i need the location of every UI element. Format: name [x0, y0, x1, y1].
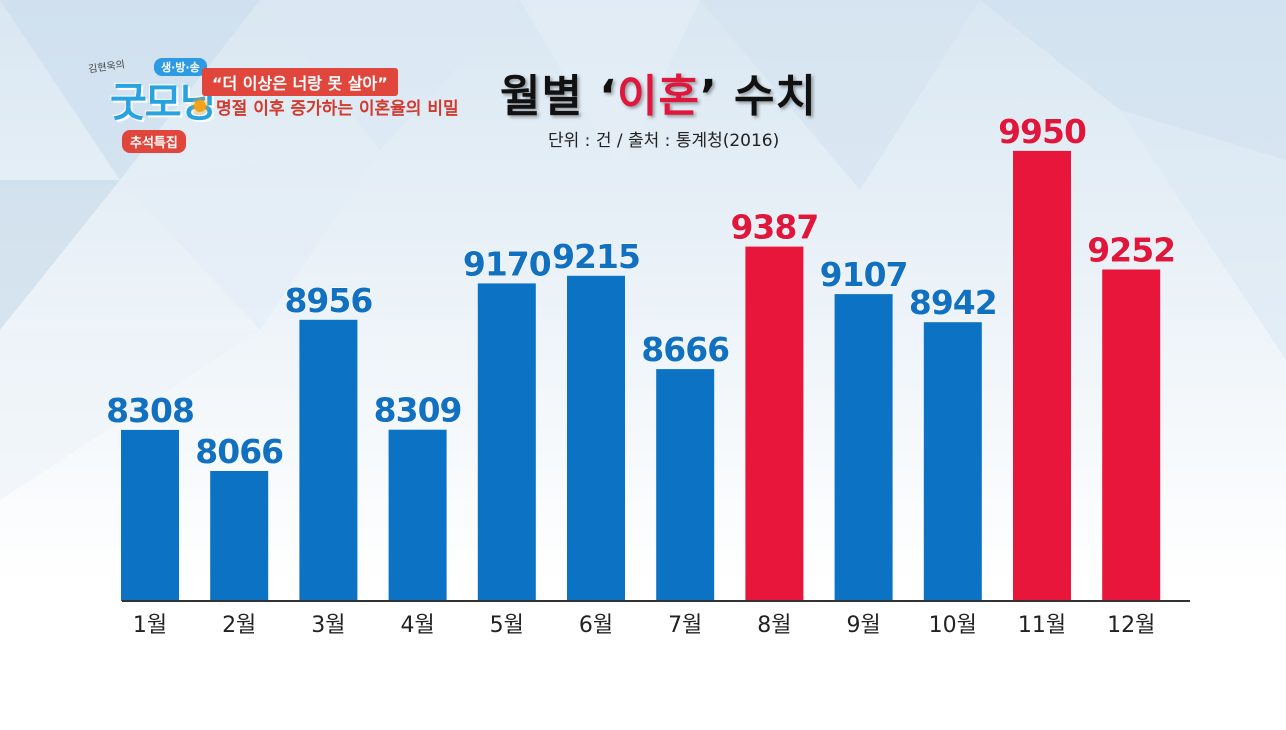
- category-label-2월: 2월: [222, 613, 256, 638]
- subtitle-line: 명절 이후 증가하는 이혼율의 비밀: [216, 99, 459, 119]
- show-logo: 김현욱의 생·방·송 굿모닝 추석특집 “더 이상은 너랑 못 살아” 명절 이…: [82, 56, 502, 156]
- sun-icon: [194, 100, 206, 112]
- category-label-10월: 10월: [929, 613, 977, 638]
- category-label-3월: 3월: [311, 613, 345, 638]
- bar-3월: [299, 319, 358, 601]
- live-badge: 생·방·송: [154, 58, 207, 76]
- title-close-quote: ’: [699, 71, 718, 122]
- category-label-5월: 5월: [490, 613, 524, 638]
- value-label-4월: 8309: [374, 391, 462, 430]
- bar-9월: [834, 294, 893, 601]
- value-label-11월: 9950: [998, 112, 1086, 151]
- bar-1월: [121, 429, 179, 601]
- bar-6월: [567, 275, 625, 601]
- bar-4월: [388, 429, 447, 601]
- bar-7월: [656, 369, 715, 601]
- value-label-8월: 9387: [730, 208, 818, 247]
- source-note: 단위 : 건 / 출처 : 통계청(2016): [548, 131, 780, 151]
- title-pre: 월별: [500, 71, 600, 122]
- title-highlight: 이혼: [617, 71, 700, 122]
- category-label-7월: 7월: [668, 613, 702, 638]
- category-label-1월: 1월: [133, 613, 167, 638]
- category-label-8월: 8월: [757, 613, 791, 638]
- category-label-9월: 9월: [846, 613, 880, 638]
- category-label-6월: 6월: [579, 613, 613, 638]
- value-label-2월: 8066: [195, 432, 283, 471]
- special-tag: 추석특집: [122, 130, 186, 153]
- bar-2월: [210, 471, 269, 601]
- category-label-11월: 11월: [1018, 613, 1066, 638]
- bar-12월: [1102, 269, 1161, 601]
- category-label-4월: 4월: [400, 613, 434, 638]
- title-post: 수치: [717, 71, 817, 122]
- value-label-6월: 9215: [552, 237, 640, 276]
- value-label-7월: 8666: [641, 330, 729, 369]
- value-label-10월: 8942: [909, 283, 997, 322]
- value-label-3월: 8956: [284, 281, 372, 320]
- category-label-12월: 12월: [1107, 613, 1155, 638]
- bar-11월: [1013, 150, 1071, 601]
- value-label-1월: 8308: [106, 391, 194, 430]
- title-open-quote: ‘: [599, 71, 617, 122]
- value-label-5월: 9170: [463, 244, 551, 283]
- bar-10월: [923, 322, 982, 601]
- bar-5월: [477, 283, 536, 601]
- value-label-12월: 9252: [1087, 231, 1175, 270]
- subtitle-quote: “더 이상은 너랑 못 살아”: [202, 68, 398, 96]
- bar-8월: [745, 246, 804, 601]
- value-label-9월: 9107: [820, 255, 908, 294]
- chart-title: 월별 ‘이혼’ 수치: [500, 60, 817, 124]
